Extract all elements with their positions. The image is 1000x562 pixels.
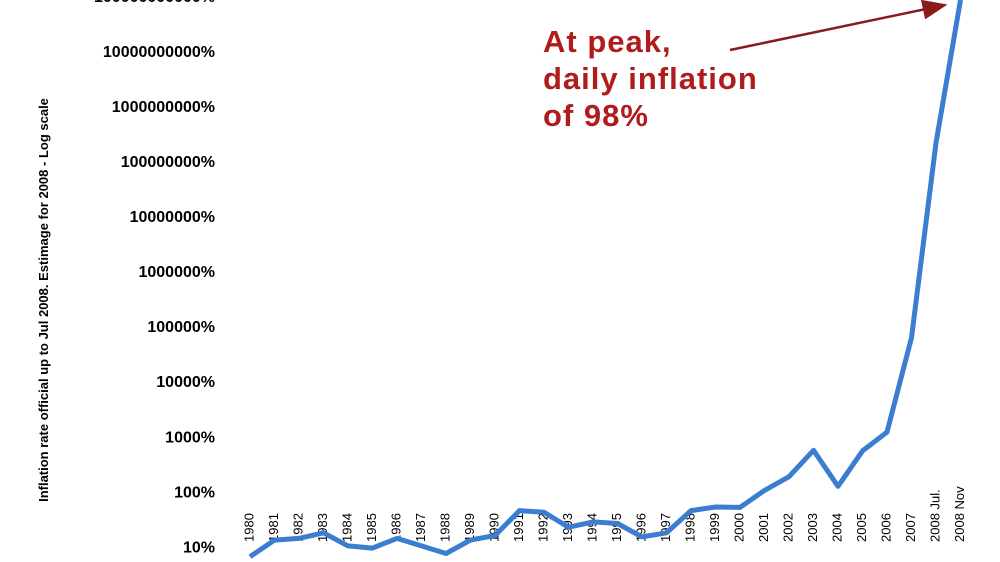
annotation: At peak, daily inflation of 98%	[543, 24, 758, 133]
x-tick-label: 1988	[437, 513, 452, 542]
annotation-arrow	[729, 0, 948, 52]
x-tick-label: 2002	[780, 513, 795, 542]
x-tick-label: 1994	[584, 513, 599, 542]
x-tick-label: 1999	[707, 513, 722, 542]
annotation-line: At peak,	[543, 24, 672, 59]
y-tick-label: 100000%	[147, 319, 215, 336]
x-tick-label: 1981	[266, 513, 281, 542]
y-tick-label: 100000000%	[121, 154, 215, 171]
y-tick-label: 10000000000%	[103, 44, 215, 61]
x-tick-label: 2008 Jul.	[927, 489, 942, 542]
x-tick-label: 1985	[364, 513, 379, 542]
x-tick-label: 1980	[241, 513, 256, 542]
y-tick-label: 10000000%	[130, 209, 215, 226]
y-tick-label: 1000000000%	[112, 99, 215, 116]
x-tick-label: 1989	[462, 513, 477, 542]
annotation-line: daily inflation	[543, 61, 758, 96]
y-tick-label: 10000%	[156, 374, 215, 391]
x-tick-label: 1998	[682, 513, 697, 542]
x-tick-label: 1982	[290, 513, 305, 542]
x-tick-label: 2001	[756, 513, 771, 542]
x-tick-label: 2000	[731, 513, 746, 542]
annotation-line: of 98%	[543, 98, 649, 133]
x-tick-label: 2008 Nov	[952, 486, 967, 542]
x-tick-label: 2004	[829, 513, 844, 542]
x-tick-label: 2006	[878, 513, 893, 542]
y-tick-label: 10%	[183, 539, 215, 556]
x-tick-label: 1986	[388, 513, 403, 542]
y-tick-label: 1000%	[165, 429, 215, 446]
x-tick-label: 2003	[805, 513, 820, 542]
y-tick-label: 100%	[174, 484, 215, 501]
x-tick-label: 1995	[609, 513, 624, 542]
x-tick-label: 2007	[903, 513, 918, 542]
y-tick-label: 1000000%	[138, 264, 215, 281]
data-line	[248, 0, 963, 559]
x-tick-label: 1992	[535, 513, 550, 542]
x-tick-label: 2005	[854, 513, 869, 542]
x-tick-label: 1987	[413, 513, 428, 542]
y-axis-label: Inflation rate official up to Jul 2008. …	[36, 98, 51, 502]
x-tick-label: 1991	[511, 513, 526, 542]
y-tick-label: 100000000000%	[94, 0, 215, 6]
x-tick-label: 1984	[339, 513, 354, 542]
